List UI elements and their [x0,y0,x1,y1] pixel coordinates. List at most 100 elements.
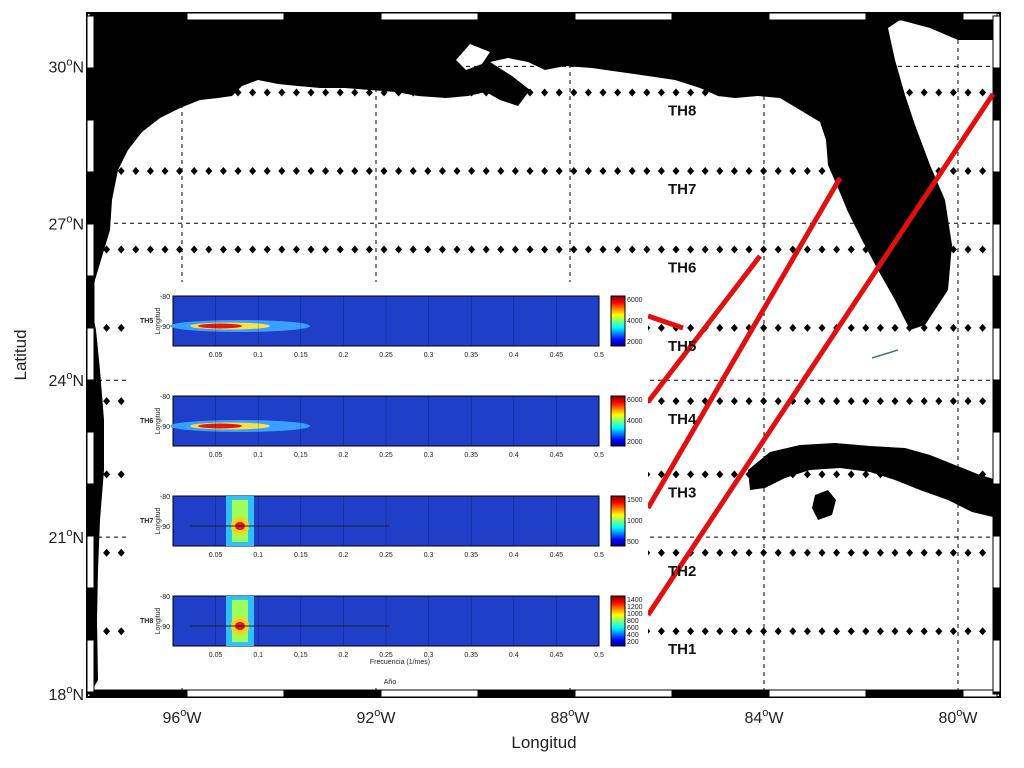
transect-point [964,167,972,175]
lon-tick-label-3: 84oW [744,707,784,727]
frame-bar-top [865,12,964,21]
transect-point [351,245,359,254]
frame-bar-right [992,327,1001,381]
land-florida-keys [871,349,899,359]
transect-point [701,470,709,479]
transect-point [949,167,957,175]
transect-point [979,548,987,557]
transect-point [584,167,592,175]
panel-y-tick: -80 [160,494,170,501]
transect-point [730,627,738,636]
transect-point [438,245,446,254]
transect-point [672,245,680,254]
transect-point [789,88,797,97]
panel-name: TH8 [140,618,153,625]
frame-bar-right [992,119,1001,173]
panel-x-tick: 0.1 [253,452,263,459]
transect-point [103,88,111,97]
panel-y-tick: -90 [160,324,170,331]
transect-point [745,245,753,254]
red-line-mid [645,176,843,510]
panel-x-tick: 0.25 [379,552,393,559]
transect-point [949,548,957,557]
lon-tick-label-4: 80oW [938,707,978,727]
frame-bar-top [962,12,998,21]
transect-point [789,167,797,175]
lon-tick-label-0: 96oW [162,707,202,727]
land-mississippi-delta [456,44,490,70]
red-line-short [646,254,762,404]
transect-point [117,88,125,97]
frame-bar-right [992,67,1001,121]
transect-point [730,548,738,557]
transect-point [599,88,607,97]
transect-point [161,245,169,254]
transect-point [234,88,242,97]
transect-point [701,88,709,97]
transect-point [833,88,841,97]
frame-bar-right [992,691,1001,695]
frame-bar-top [283,12,382,21]
transect-point [935,470,943,479]
transect-point [774,627,782,636]
transect-point [497,245,505,254]
transect-point [672,548,680,557]
panel-x-tick: 0.45 [550,652,564,659]
transect-point [803,167,811,175]
transect-point [716,548,724,557]
transect-point [497,88,505,97]
transect-point [730,323,738,332]
transect-point [468,167,476,175]
colorbar-tick: 1000 [627,611,643,618]
transect-point [628,245,636,254]
transect-point [336,167,344,175]
transect-point [146,88,154,97]
transect-point [964,627,972,636]
panel-name: TH6 [140,418,153,425]
frame-bar-right [992,639,1001,693]
colorbar-tick: 1400 [627,597,643,604]
panel-x-tick: 0.45 [550,452,564,459]
transect-point [322,245,330,254]
transect-point [803,397,811,406]
transect-point [876,627,884,636]
transect-point [818,88,826,97]
transect-point [716,167,724,175]
transect-point [643,167,651,175]
transect-point [774,548,782,557]
frame-bar-left [86,639,95,693]
transect-point [716,397,724,406]
transect-point [760,88,768,97]
transect-point [584,245,592,254]
transect-point [132,88,140,97]
transect-point [803,548,811,557]
transect-point [219,245,227,254]
lat-tick-label-1: 27oN [49,213,84,233]
transect-point [482,167,490,175]
transect-point [701,167,709,175]
transect-line-th8 [90,88,987,97]
frame-bar-left [86,67,95,121]
transect-point [365,88,373,97]
panel-x-tick: 0.1 [253,352,263,359]
transect-point [322,167,330,175]
frame-bar-left [86,483,95,537]
transect-point [862,548,870,557]
transect-point [687,397,695,406]
transect-point [643,88,651,97]
transect-point [862,470,870,479]
transect-point [541,167,549,175]
transect-label-th8: TH8 [668,103,696,120]
transect-point [614,167,622,175]
frame-bar-left [86,691,95,695]
frame-bar-right [992,15,1001,69]
frame-bar-bottom [89,689,188,698]
panel-name: TH7 [140,518,153,525]
transect-point [833,245,841,254]
transect-point [263,88,271,97]
transect-point [541,88,549,97]
transect-point [219,88,227,97]
colorbar-tick: 6000 [627,397,643,404]
land-isla-juventud [812,490,836,520]
